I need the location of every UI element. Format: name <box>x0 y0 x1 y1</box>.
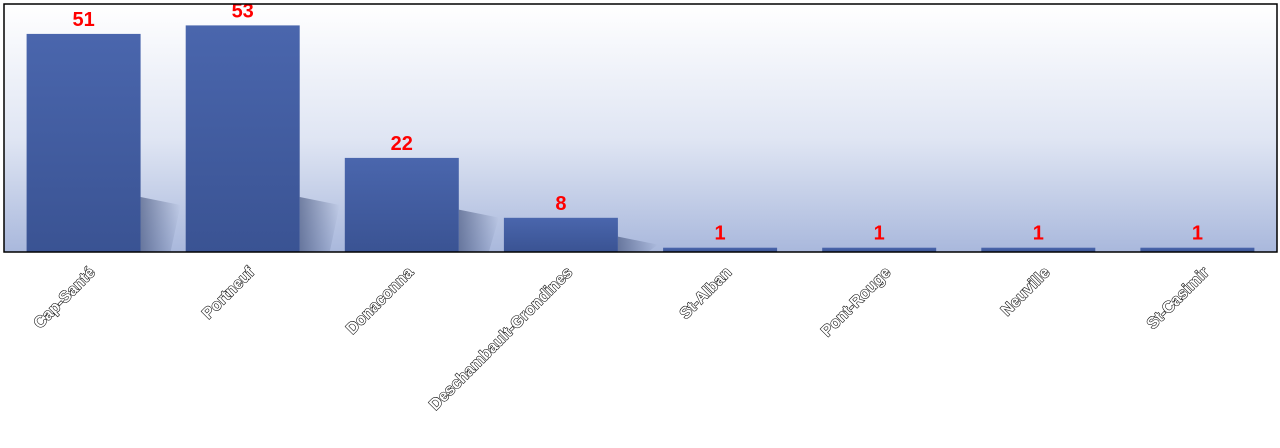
bar-3 <box>503 217 618 252</box>
bar-shadow <box>617 236 658 252</box>
plot-border <box>3 3 1278 253</box>
data-label: 8 <box>555 193 566 215</box>
bar-7 <box>1140 247 1255 252</box>
bars <box>26 25 1255 253</box>
bar-4 <box>663 247 778 252</box>
data-label: 1 <box>1192 223 1203 245</box>
data-label: 1 <box>874 223 885 245</box>
x-tick-label: Cap-Santé <box>31 264 99 332</box>
x-tick-label: St-Casimir <box>1144 264 1213 333</box>
x-tick-label: St-Alban <box>677 264 736 323</box>
x-tick-label: Donaconna <box>343 264 417 338</box>
bar-6 <box>981 247 1096 252</box>
x-tick-label: Deschambault-Grondines <box>426 264 576 414</box>
x-tick-label: Portneuf <box>199 264 258 323</box>
x-tick-label: Pont-Rouge <box>818 264 894 340</box>
x-tick-label: Neuville <box>998 264 1053 319</box>
bar-shadow <box>140 197 181 252</box>
data-label: 1 <box>715 223 726 245</box>
data-labels: 51 53 22 8 1 1 1 1 <box>72 0 1202 244</box>
bar-shadow <box>458 209 499 252</box>
bar-1 <box>185 25 300 253</box>
data-label: 1 <box>1033 223 1044 245</box>
data-label: 53 <box>232 0 254 22</box>
bar-5 <box>822 247 937 252</box>
bar-shadows <box>140 197 658 252</box>
bar-2 <box>344 157 459 252</box>
data-label: 22 <box>391 133 413 155</box>
bar-0 <box>26 33 141 253</box>
data-label: 51 <box>72 9 94 31</box>
x-axis-tick-labels: Cap-Santé Portneuf Donaconna Deschambault-G… <box>30 263 1213 414</box>
bar-shadow <box>299 197 340 252</box>
